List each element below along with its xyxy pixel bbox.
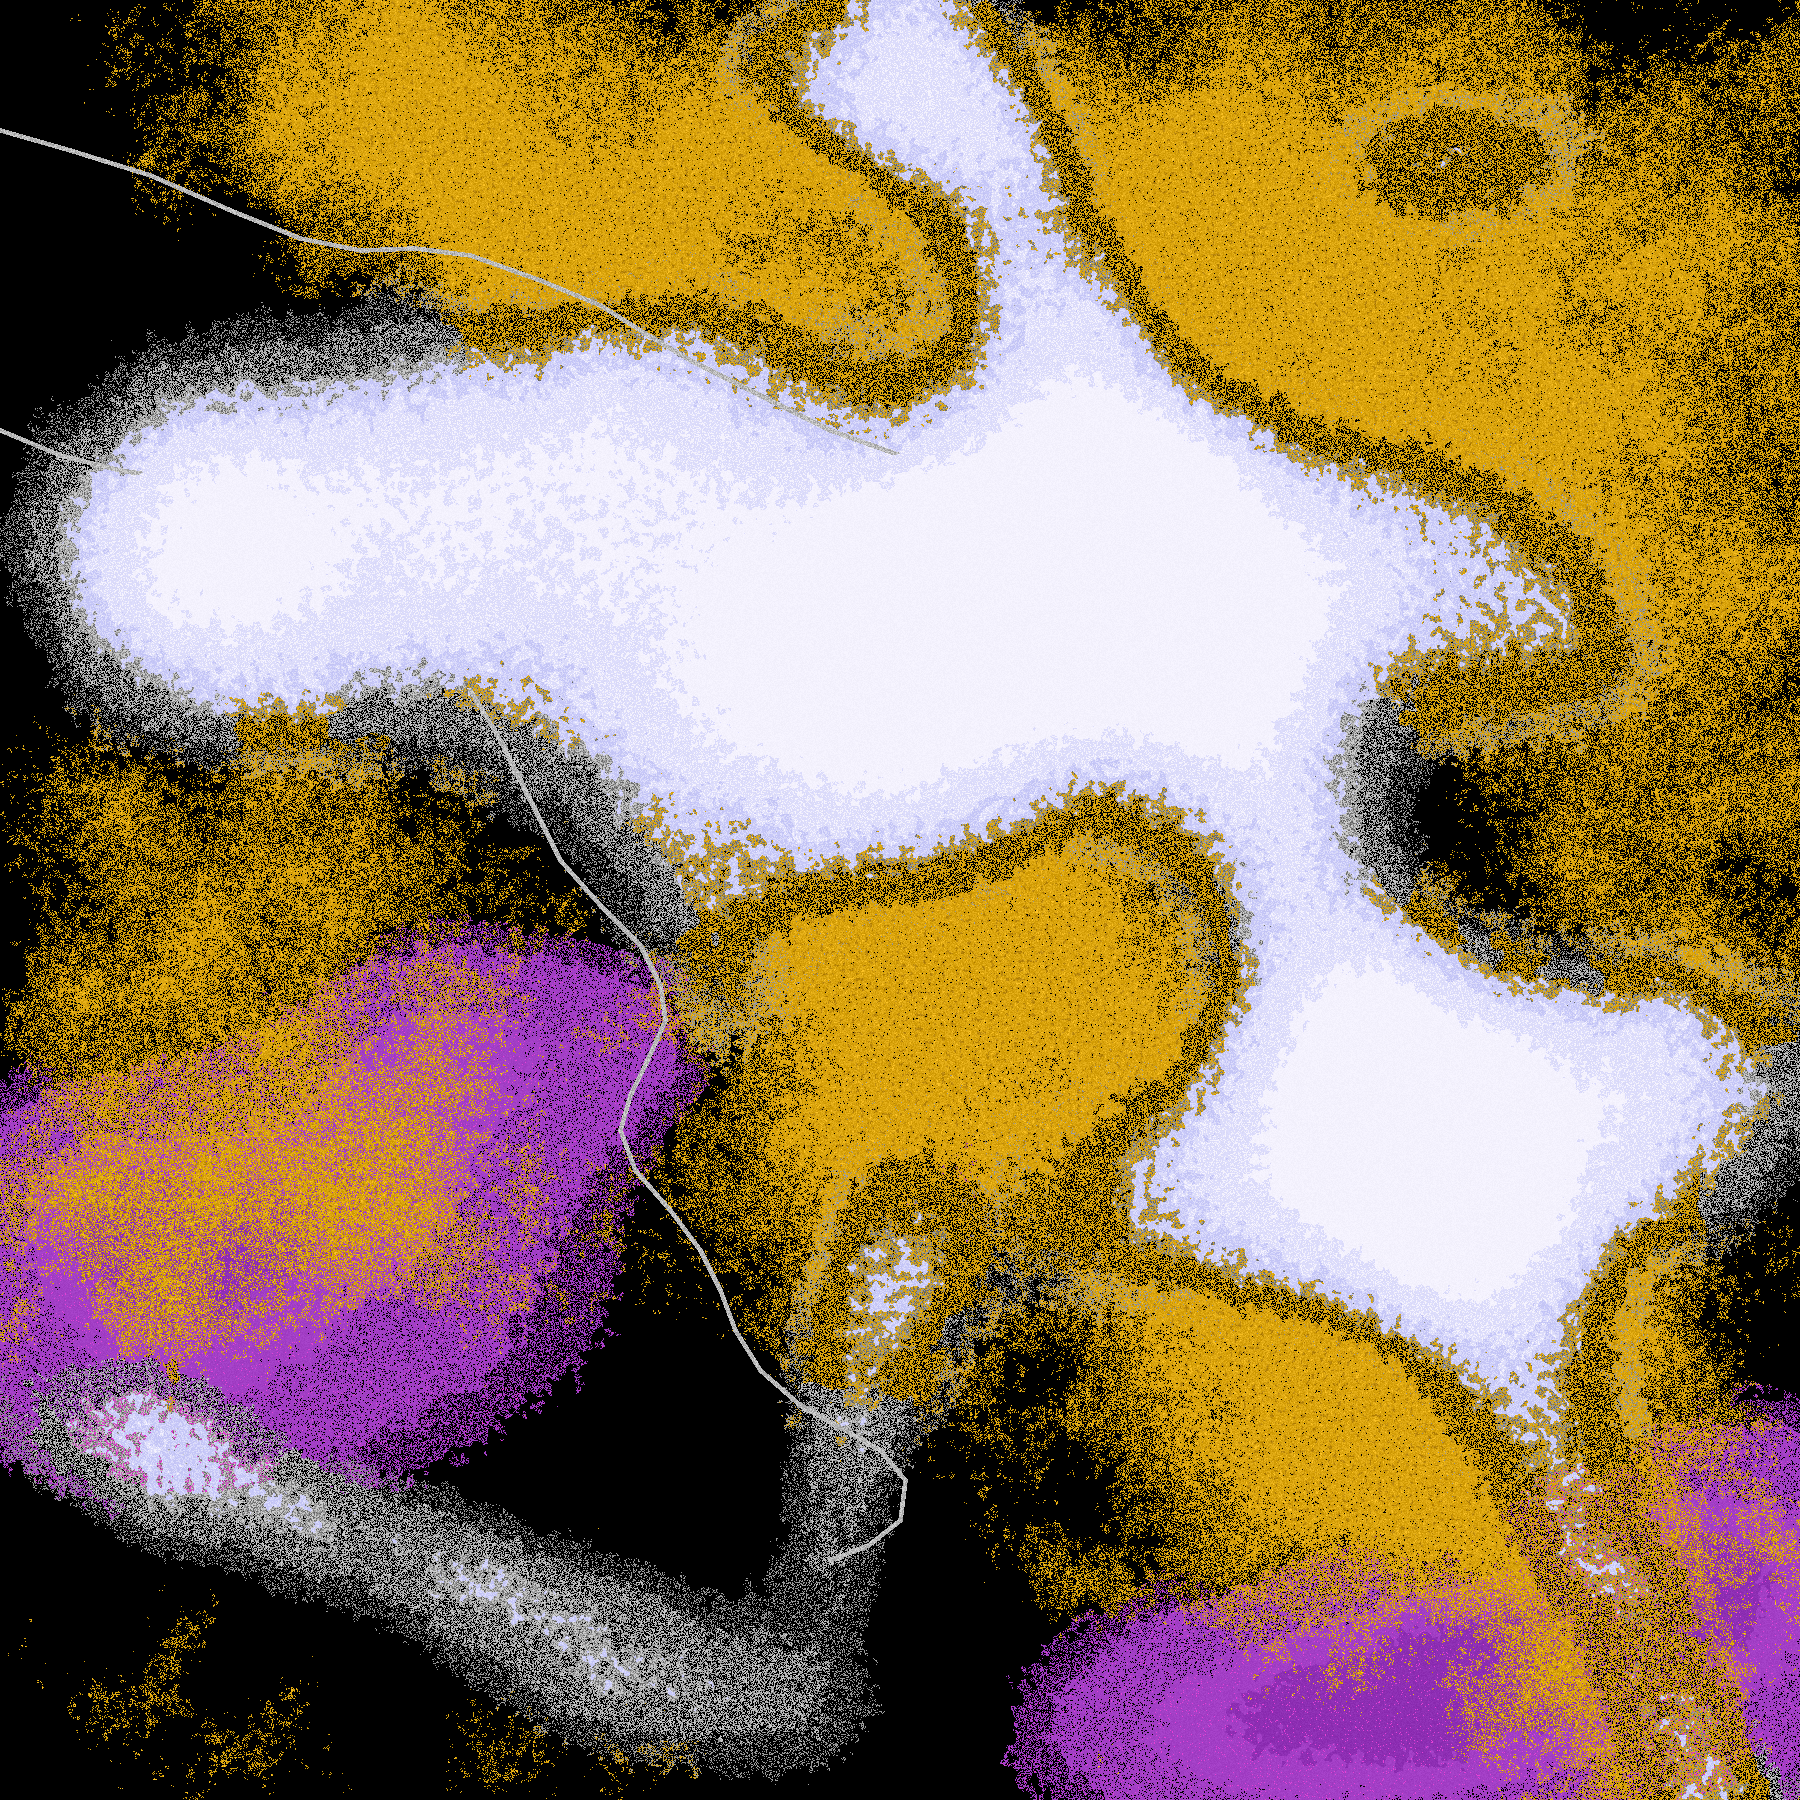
false-color-composite-canvas <box>0 0 1800 1800</box>
satellite-image-viewport: Cloud Phase / Dust RGB Composite <box>0 0 1800 1800</box>
